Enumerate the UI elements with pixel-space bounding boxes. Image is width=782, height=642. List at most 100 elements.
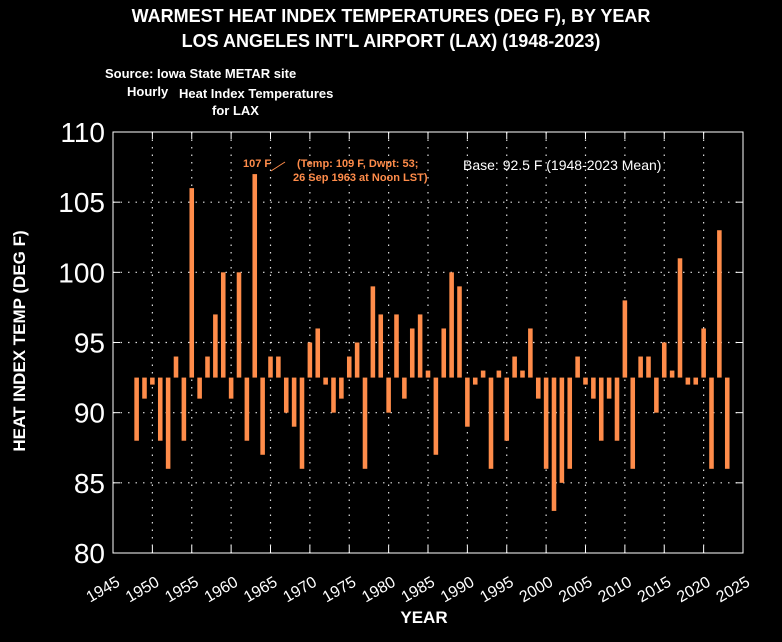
source-note: Source: Iowa State METAR site [105, 66, 297, 81]
bar-2012 [638, 356, 643, 378]
bar-1986 [433, 377, 439, 455]
bar-1957 [205, 356, 210, 378]
annotation-leader-line [270, 161, 286, 172]
bar-1969 [299, 377, 305, 469]
bar-1968 [291, 377, 297, 427]
bar-2005 [583, 377, 588, 385]
bar-1972 [323, 377, 328, 385]
bar-1953 [173, 356, 179, 378]
bar-1965 [268, 356, 273, 378]
bar-1958 [213, 314, 218, 378]
bar-1983 [409, 328, 415, 378]
x-tick-label: 1955 [162, 574, 201, 607]
bar-2010 [622, 300, 628, 378]
bar-2019 [693, 377, 699, 385]
bar-1977 [362, 377, 368, 469]
bar-2011 [630, 377, 636, 469]
bar-1993 [488, 377, 494, 469]
bar-1980 [386, 377, 391, 413]
bar-1954 [181, 377, 187, 441]
bar-1999 [535, 377, 541, 399]
bar-2017 [677, 258, 683, 378]
bar-1976 [354, 342, 360, 378]
bar-2022 [717, 230, 722, 378]
x-tick-label: 2020 [674, 574, 713, 607]
chart-title: WARMEST HEAT INDEX TEMPERATURES (DEG F),… [131, 6, 651, 26]
bar-1960 [228, 377, 234, 399]
bar-1952 [165, 377, 171, 469]
annotation-detail-line1: (Temp: 109 F, Dwpt: 53; [297, 158, 418, 170]
hourly-note: Hourly [127, 84, 169, 99]
bar-1992 [480, 370, 486, 378]
bar-1948 [134, 377, 139, 441]
chart-subtitle: LOS ANGELES INT'L AIRPORT (LAX) (1948-20… [181, 31, 601, 51]
bar-2021 [709, 377, 714, 469]
bar-2009 [614, 377, 620, 441]
bar-1949 [142, 377, 147, 399]
x-tick-label: 2025 [714, 574, 753, 607]
x-tick-label: 1965 [241, 574, 280, 607]
bar-1984 [417, 314, 423, 378]
bar-layer [134, 174, 730, 511]
bar-1975 [346, 356, 352, 378]
bar-2015 [661, 342, 667, 378]
x-tick-label: 1945 [84, 574, 123, 607]
bar-1996 [512, 356, 517, 378]
bar-2023 [724, 377, 730, 469]
bar-1956 [197, 377, 202, 399]
bar-1962 [244, 377, 250, 441]
bar-1974 [339, 377, 344, 399]
x-axis-label: YEAR [400, 608, 447, 627]
bar-2013 [646, 356, 651, 378]
grid-layer [113, 132, 743, 553]
bar-1987 [441, 328, 447, 378]
x-tick-label: 1950 [123, 574, 162, 607]
bar-2004 [575, 356, 580, 378]
max-value-annotation: 107 F [243, 158, 271, 170]
bar-2001 [551, 377, 557, 511]
bar-2007 [598, 377, 604, 441]
bar-2018 [685, 377, 691, 385]
y-tick-label: 100 [58, 257, 105, 288]
bar-1959 [220, 272, 226, 378]
bar-1994 [496, 370, 502, 378]
y-tick-label: 80 [74, 538, 105, 569]
bar-2002 [559, 377, 565, 483]
bar-1998 [528, 328, 533, 378]
bar-1997 [520, 370, 525, 378]
bar-1988 [449, 272, 454, 378]
x-tick-label: 1960 [202, 574, 241, 607]
y-tick-label: 85 [74, 468, 105, 499]
x-tick-label: 1980 [359, 574, 398, 607]
bar-1989 [457, 286, 462, 378]
bar-1979 [378, 314, 384, 378]
x-tick-label: 1985 [399, 574, 438, 607]
bar-1991 [472, 377, 478, 385]
bar-2003 [567, 377, 573, 469]
y-axis-label: HEAT INDEX TEMP (DEG F) [10, 230, 29, 451]
x-tick-label: 1990 [438, 574, 477, 607]
x-tick-label: 1995 [477, 574, 516, 607]
bar-1963 [252, 174, 258, 378]
y-tick-label: 105 [58, 187, 105, 218]
bar-1971 [315, 328, 321, 378]
x-tick-label: 1975 [320, 574, 359, 607]
bar-1978 [370, 286, 376, 378]
y-tick-label: 95 [74, 328, 105, 359]
bar-1985 [425, 370, 431, 378]
bar-2014 [654, 377, 659, 413]
bar-2016 [669, 370, 675, 378]
y-tick-label: 90 [74, 398, 105, 429]
bar-2006 [591, 377, 596, 399]
bar-1981 [394, 314, 399, 378]
x-tick-label: 2010 [596, 574, 635, 607]
bar-1966 [276, 356, 281, 378]
bar-1967 [283, 377, 289, 413]
x-tick-label: 2005 [556, 574, 595, 607]
annotation-detail-line2: 26 Sep 1963 at Noon LST) [293, 172, 428, 184]
bar-1982 [402, 377, 407, 399]
series-note-line1: Heat Index Temperatures [179, 86, 334, 101]
bar-2008 [606, 377, 612, 399]
base-label: Base: 92.5 F (1948-2023 Mean) [463, 157, 661, 173]
